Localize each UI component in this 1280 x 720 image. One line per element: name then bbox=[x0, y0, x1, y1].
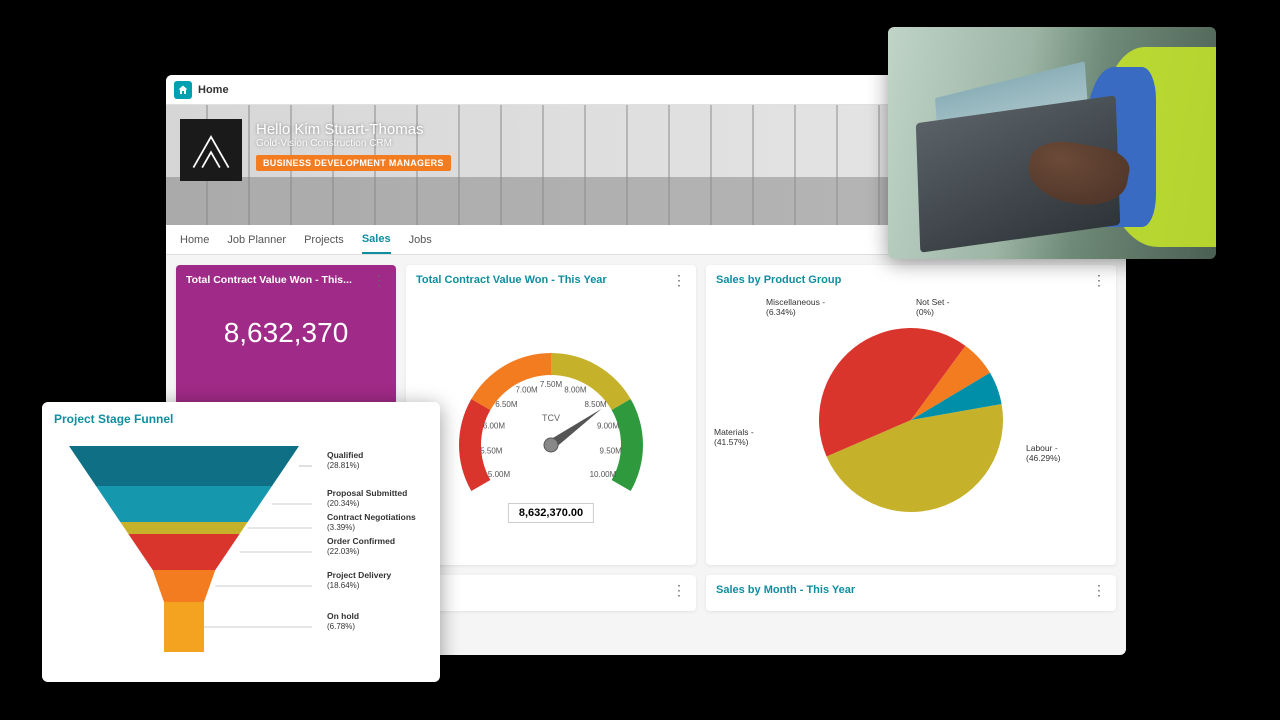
pie-title: Sales by Product Group bbox=[716, 274, 841, 286]
gauge-value-box: 8,632,370.00 bbox=[508, 503, 594, 523]
kebab-icon[interactable]: ⋮ bbox=[672, 583, 686, 597]
bottom-right-title: Sales by Month - This Year bbox=[716, 584, 855, 596]
svg-text:9.50M: 9.50M bbox=[600, 446, 623, 455]
pie-card: Sales by Product Group ⋮ Labour -(46.29%… bbox=[706, 265, 1116, 565]
tab-home[interactable]: Home bbox=[180, 227, 209, 253]
funnel-stage-label: Contract Negotiations(3.39%) bbox=[327, 512, 416, 532]
tab-projects[interactable]: Projects bbox=[304, 227, 344, 253]
kebab-icon[interactable]: ⋮ bbox=[1092, 273, 1106, 287]
banner-subtitle: Gold-Vision Construction CRM bbox=[256, 138, 451, 149]
svg-text:5.00M: 5.00M bbox=[488, 470, 511, 479]
svg-text:5.50M: 5.50M bbox=[480, 446, 503, 455]
funnel-card: Project Stage Funnel Qualified(28.81%) Pr… bbox=[42, 402, 440, 682]
metric-title: Total Contract Value Won - This... bbox=[186, 274, 352, 286]
kebab-icon[interactable]: ⋮ bbox=[672, 273, 686, 287]
greeting: Hello Kim Stuart-Thomas bbox=[256, 121, 451, 138]
logo bbox=[180, 119, 242, 181]
funnel-stage-label: On hold(6.78%) bbox=[327, 611, 359, 631]
tab-sales[interactable]: Sales bbox=[362, 226, 391, 254]
svg-text:7.00M: 7.00M bbox=[515, 385, 538, 394]
funnel-chart bbox=[54, 434, 324, 674]
tab-jobs[interactable]: Jobs bbox=[409, 227, 432, 253]
kebab-icon[interactable]: ⋮ bbox=[1092, 583, 1106, 597]
svg-text:TCV: TCV bbox=[542, 413, 560, 423]
pie-slice-label: Miscellaneous -(6.34%) bbox=[766, 297, 825, 317]
svg-text:6.00M: 6.00M bbox=[483, 422, 506, 431]
svg-text:10.00M: 10.00M bbox=[590, 470, 617, 479]
svg-text:6.50M: 6.50M bbox=[495, 400, 518, 409]
pie-slice-label: Materials -(41.57%) bbox=[714, 427, 754, 447]
role-badge: BUSINESS DEVELOPMENT MANAGERS bbox=[256, 155, 451, 171]
kebab-icon[interactable]: ⋮ bbox=[372, 273, 386, 287]
funnel-stage-label: Order Confirmed(22.03%) bbox=[327, 536, 395, 556]
funnel-stage-label: Project Delivery(18.64%) bbox=[327, 570, 391, 590]
gauge-chart: 5.00M 5.50M 6.00M 6.50M 7.00M7.50M8.00M 8.50M… bbox=[406, 295, 696, 545]
gauge-card: Total Contract Value Won - This Year ⋮ 5… bbox=[406, 265, 696, 565]
tab-job-planner[interactable]: Job Planner bbox=[227, 227, 286, 253]
svg-text:8.00M: 8.00M bbox=[564, 385, 587, 394]
funnel-stage-label: Qualified(28.81%) bbox=[327, 450, 363, 470]
svg-text:9.00M: 9.00M bbox=[597, 422, 620, 431]
metric-value: 8,632,370 bbox=[176, 287, 396, 379]
funnel-stage-label: Proposal Submitted(20.34%) bbox=[327, 488, 407, 508]
gauge-title: Total Contract Value Won - This Year bbox=[416, 274, 607, 286]
bottom-right-card: Sales by Month - This Year ⋮ bbox=[706, 575, 1116, 611]
breadcrumb-home[interactable]: Home bbox=[198, 84, 229, 96]
pie-chart: Labour -(46.29%) Materials -(41.57%) Misce… bbox=[706, 295, 1116, 545]
photo-panel bbox=[888, 27, 1216, 259]
pie-slice-label: Labour -(46.29%) bbox=[1026, 443, 1061, 463]
metric-card: Total Contract Value Won - This... ⋮ 8,6… bbox=[176, 265, 396, 405]
funnel-title: Project Stage Funnel bbox=[54, 412, 428, 426]
pie-slice-label: Not Set -(0%) bbox=[916, 297, 950, 317]
svg-text:7.50M: 7.50M bbox=[540, 380, 563, 389]
home-icon[interactable] bbox=[174, 81, 192, 99]
svg-text:8.50M: 8.50M bbox=[584, 400, 607, 409]
